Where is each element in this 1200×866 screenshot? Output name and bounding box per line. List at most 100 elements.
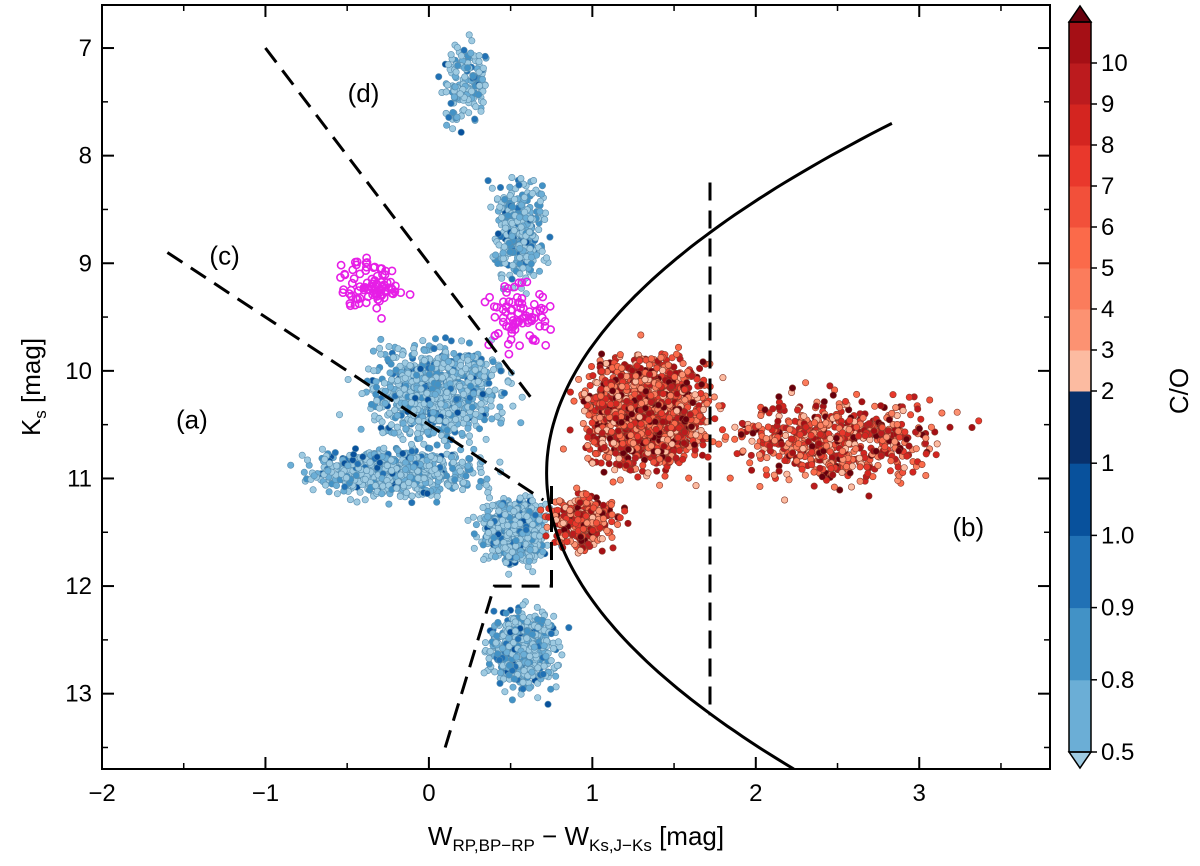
o-rich-point bbox=[433, 498, 441, 506]
o-rich-point bbox=[435, 73, 443, 81]
o-rich-point bbox=[495, 656, 503, 664]
o-rich-point bbox=[436, 343, 444, 351]
o-rich-point bbox=[475, 58, 483, 66]
c-rich-point bbox=[645, 361, 653, 369]
o-rich-point bbox=[496, 458, 504, 466]
o-rich-point bbox=[508, 174, 516, 182]
o-rich-point bbox=[444, 81, 452, 89]
o-rich-point bbox=[397, 471, 405, 479]
o-rich-point bbox=[420, 474, 428, 482]
o-rich-point bbox=[385, 500, 393, 508]
o-rich-point bbox=[415, 424, 423, 432]
o-rich-point bbox=[498, 274, 506, 282]
o-rich-point bbox=[414, 474, 422, 482]
o-rich-point bbox=[385, 342, 393, 350]
o-rich-point bbox=[464, 424, 472, 432]
o-rich-point bbox=[470, 390, 478, 398]
o-rich-point bbox=[501, 196, 509, 204]
o-rich-point bbox=[505, 529, 513, 537]
c-rich-point bbox=[687, 423, 695, 431]
o-rich-point bbox=[353, 498, 361, 506]
o-rich-point bbox=[523, 512, 531, 520]
c-rich-point bbox=[596, 414, 604, 422]
o-rich-point bbox=[491, 553, 499, 561]
o-rich-point bbox=[433, 359, 441, 367]
o-rich-point bbox=[527, 253, 535, 261]
o-rich-point bbox=[506, 248, 514, 256]
o-rich-point bbox=[468, 37, 476, 45]
o-rich-point bbox=[400, 385, 408, 393]
o-rich-point bbox=[433, 441, 441, 449]
o-rich-point bbox=[428, 415, 436, 423]
o-rich-point bbox=[465, 339, 473, 347]
o-rich-point bbox=[508, 232, 516, 240]
o-rich-point bbox=[529, 520, 537, 528]
o-rich-point bbox=[498, 501, 506, 509]
o-rich-point bbox=[464, 64, 472, 72]
o-rich-point bbox=[371, 482, 379, 490]
o-rich-point bbox=[504, 378, 512, 386]
o-rich-point bbox=[453, 43, 461, 51]
o-rich-point bbox=[372, 390, 380, 398]
o-rich-point bbox=[488, 415, 496, 423]
o-rich-point bbox=[390, 429, 398, 437]
o-rich-point bbox=[445, 409, 453, 417]
c-rich-point bbox=[559, 445, 567, 453]
o-rich-point bbox=[394, 345, 402, 353]
o-rich-point bbox=[388, 376, 396, 384]
o-rich-point bbox=[449, 125, 457, 133]
c-rich-point bbox=[645, 410, 653, 418]
c-rich-point bbox=[690, 441, 698, 449]
o-rich-point bbox=[525, 557, 533, 565]
c-rich-point bbox=[673, 350, 681, 358]
o-rich-point bbox=[361, 475, 369, 483]
o-rich-point bbox=[485, 654, 493, 662]
o-rich-point bbox=[482, 481, 490, 489]
o-rich-point bbox=[387, 456, 395, 464]
o-rich-point bbox=[376, 344, 384, 352]
o-rich-point bbox=[519, 613, 527, 621]
o-rich-point bbox=[435, 416, 443, 424]
o-rich-point bbox=[494, 618, 502, 626]
o-rich-point bbox=[408, 447, 416, 455]
o-rich-point bbox=[458, 458, 466, 466]
o-rich-point bbox=[445, 113, 453, 121]
c-rich-point bbox=[671, 373, 679, 381]
c-rich-point bbox=[656, 481, 664, 489]
o-rich-point bbox=[459, 479, 467, 487]
o-rich-point bbox=[465, 109, 473, 117]
c-rich-point bbox=[691, 391, 699, 399]
o-rich-point bbox=[501, 511, 509, 519]
o-rich-point bbox=[370, 367, 378, 375]
o-rich-point bbox=[451, 483, 459, 491]
o-rich-point bbox=[372, 383, 380, 391]
o-rich-point bbox=[517, 223, 525, 231]
o-rich-point bbox=[514, 635, 522, 643]
o-rich-point bbox=[493, 195, 501, 203]
o-rich-point bbox=[393, 484, 401, 492]
o-rich-point bbox=[399, 449, 407, 457]
c-rich-point bbox=[637, 331, 645, 339]
o-rich-point bbox=[521, 208, 529, 216]
o-rich-point bbox=[430, 345, 438, 353]
o-rich-point bbox=[287, 461, 295, 469]
c-rich-point bbox=[647, 355, 655, 363]
o-rich-point bbox=[474, 378, 482, 386]
o-rich-point bbox=[352, 471, 360, 479]
o-rich-point bbox=[492, 639, 500, 647]
c-rich-point bbox=[683, 379, 691, 387]
c-rich-point bbox=[598, 367, 606, 375]
c-rich-point bbox=[710, 393, 718, 401]
o-rich-point bbox=[490, 607, 498, 615]
c-rich-point bbox=[586, 381, 594, 389]
o-rich-point bbox=[344, 462, 352, 470]
c-rich-point bbox=[696, 364, 704, 372]
o-rich-point bbox=[401, 399, 409, 407]
c-rich-point bbox=[584, 441, 592, 449]
c-rich-point bbox=[611, 466, 619, 474]
o-rich-point bbox=[512, 653, 520, 661]
o-rich-point bbox=[354, 460, 362, 468]
o-rich-point bbox=[542, 652, 550, 660]
o-rich-point bbox=[456, 90, 464, 98]
o-rich-point bbox=[428, 364, 436, 372]
